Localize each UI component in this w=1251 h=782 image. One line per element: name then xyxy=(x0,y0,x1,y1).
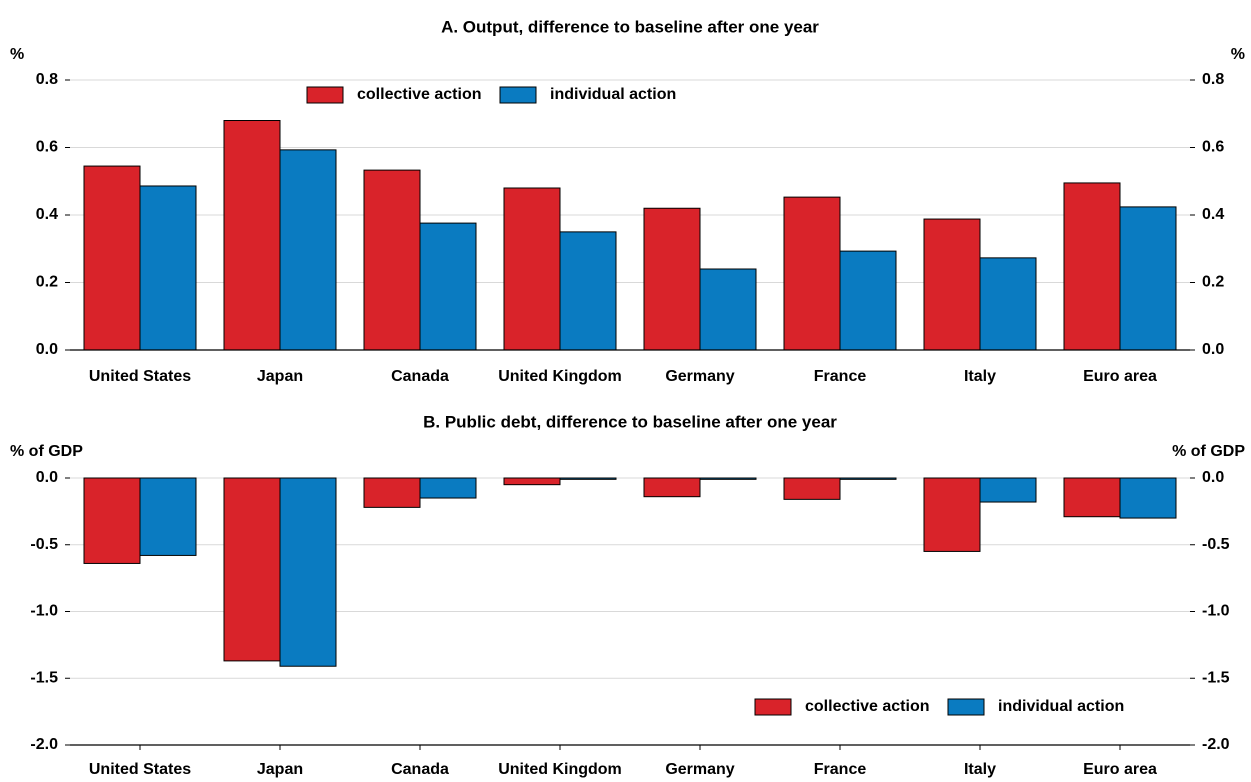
y2-tick-label: -2.0 xyxy=(1202,736,1230,753)
x-tick-label: Italy xyxy=(964,368,996,385)
y2-axis-label: % of GDP xyxy=(1172,443,1245,460)
bar xyxy=(139,477,197,556)
y2-tick-label: 0.2 xyxy=(1202,274,1224,291)
bar xyxy=(979,477,1037,503)
y-tick-label: 0.4 xyxy=(36,206,58,223)
bar xyxy=(503,477,561,486)
y2-tick-label: 0.8 xyxy=(1202,71,1224,88)
legend-swatch xyxy=(306,86,344,104)
y-tick-label: 0.6 xyxy=(36,139,58,156)
legend-swatch xyxy=(499,86,537,104)
x-tick-label: Italy xyxy=(964,761,996,778)
y-tick-label: 0.8 xyxy=(36,71,58,88)
bar xyxy=(643,207,701,351)
bar xyxy=(419,477,477,499)
y2-axis-label: % xyxy=(1231,46,1245,63)
bar xyxy=(839,250,897,351)
legend-swatch xyxy=(754,698,792,716)
y-axis-label: % xyxy=(10,46,24,63)
bar xyxy=(1063,182,1121,351)
y2-tick-label: 0.6 xyxy=(1202,139,1224,156)
y2-tick-label: 0.0 xyxy=(1202,469,1224,486)
legend-label: individual action xyxy=(550,86,676,103)
y-tick-label: 0.0 xyxy=(36,469,58,486)
y-tick-label: 0.2 xyxy=(36,274,58,291)
bar xyxy=(559,231,617,351)
bar xyxy=(783,477,841,500)
x-tick-label: United Kingdom xyxy=(498,761,622,778)
bar xyxy=(279,149,337,351)
y-tick-label: -2.0 xyxy=(30,736,58,753)
bar xyxy=(783,196,841,351)
bar xyxy=(363,477,421,508)
bar xyxy=(1063,477,1121,518)
legend-label: individual action xyxy=(998,698,1124,715)
bar xyxy=(279,477,337,667)
y2-tick-label: -0.5 xyxy=(1202,536,1230,553)
x-tick-label: Canada xyxy=(391,368,449,385)
x-tick-label: Japan xyxy=(257,761,303,778)
bar xyxy=(699,268,757,351)
x-tick-label: Germany xyxy=(665,761,734,778)
y-tick-label: -0.5 xyxy=(30,536,58,553)
x-tick-label: United States xyxy=(89,368,191,385)
x-tick-label: United States xyxy=(89,761,191,778)
bar xyxy=(1119,477,1177,519)
x-tick-label: Germany xyxy=(665,368,734,385)
y-axis-label: % of GDP xyxy=(10,443,83,460)
x-tick-label: United Kingdom xyxy=(498,368,622,385)
bar xyxy=(223,477,281,662)
bar xyxy=(979,257,1037,351)
bar xyxy=(699,477,757,480)
bar xyxy=(83,165,141,351)
bar xyxy=(363,169,421,351)
panel-title: A. Output, difference to baseline after … xyxy=(441,17,819,36)
y-tick-label: -1.5 xyxy=(30,669,58,686)
y2-tick-label: 0.0 xyxy=(1202,341,1224,358)
bar xyxy=(923,218,981,351)
bar xyxy=(223,120,281,351)
bar xyxy=(923,477,981,552)
legend-label: collective action xyxy=(357,86,482,103)
bar xyxy=(839,477,897,480)
legend-label: collective action xyxy=(805,698,930,715)
x-tick-label: France xyxy=(814,761,867,778)
x-tick-label: Euro area xyxy=(1083,761,1157,778)
bar xyxy=(139,185,197,351)
bar xyxy=(1119,206,1177,351)
y2-tick-label: 0.4 xyxy=(1202,206,1224,223)
y2-tick-label: -1.0 xyxy=(1202,603,1230,620)
bar xyxy=(419,222,477,351)
x-tick-label: Euro area xyxy=(1083,368,1157,385)
bar xyxy=(643,477,701,498)
panel-title: B. Public debt, difference to baseline a… xyxy=(423,412,837,431)
bar xyxy=(559,477,617,480)
y-tick-label: -1.0 xyxy=(30,603,58,620)
x-tick-label: Japan xyxy=(257,368,303,385)
x-tick-label: France xyxy=(814,368,867,385)
bar xyxy=(83,477,141,564)
y-tick-label: 0.0 xyxy=(36,341,58,358)
y2-tick-label: -1.5 xyxy=(1202,669,1230,686)
x-tick-label: Canada xyxy=(391,761,449,778)
legend-swatch xyxy=(947,698,985,716)
bar xyxy=(503,187,561,351)
